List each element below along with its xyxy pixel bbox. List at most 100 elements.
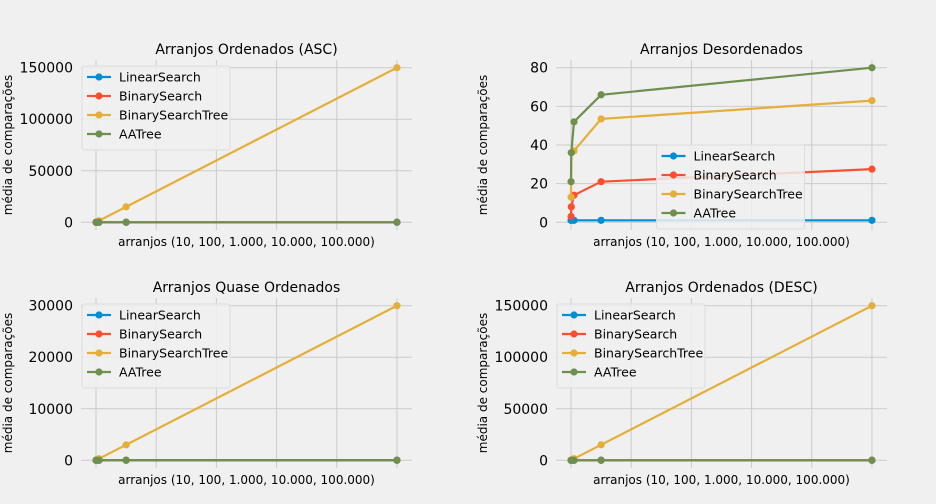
legend-label: AATree — [694, 206, 737, 221]
data-point-AATree — [570, 456, 578, 464]
y-axis-label: média de comparações — [476, 75, 490, 215]
data-point-AATree — [567, 149, 575, 157]
legend-frame — [81, 303, 231, 389]
legend-label: BinarySearchTree — [594, 346, 703, 361]
subplot-1: 0 50000 100000 150000 Arranjos Ordenados (AS… — [1, 42, 412, 249]
y-tick-label: 50000 — [503, 402, 548, 418]
chart-title: Arranjos Desordenados — [640, 42, 803, 58]
y-tick-label: 20 — [530, 177, 548, 193]
legend-label: BinarySearch — [119, 327, 202, 342]
legend-label: BinarySearch — [594, 327, 677, 342]
subplot-2: 0 20 40 60 80 Arranjos Desordenados arranjos (… — [476, 42, 887, 249]
data-point-BinarySearch — [597, 178, 605, 186]
data-point-BinarySearchTree — [868, 302, 876, 310]
y-tick-label: 0 — [539, 453, 548, 469]
legend-label: LinearSearch — [594, 308, 676, 323]
legend-marker-LinearSearch — [570, 311, 578, 319]
data-point-LinearSearch — [868, 216, 876, 224]
legend-label: BinarySearch — [119, 89, 202, 104]
legend-label: BinarySearchTree — [119, 108, 228, 123]
data-point-AATree — [122, 218, 130, 226]
data-point-BinarySearchTree — [868, 96, 876, 105]
x-axis-label: arranjos (10, 100, 1.000, 10.000, 100.00… — [118, 235, 375, 249]
y-tick-label: 30000 — [28, 299, 73, 315]
y-tick-label: 0 — [64, 215, 73, 231]
data-point-BinarySearch — [567, 212, 575, 221]
legend-frame — [556, 303, 706, 389]
x-axis-label: arranjos (10, 100, 1.000, 10.000, 100.00… — [593, 235, 850, 249]
legend-label: AATree — [119, 365, 162, 380]
y-tick-label: 10000 — [28, 402, 73, 418]
legend-marker-AATree — [95, 130, 103, 138]
chart-title: Arranjos Ordenados (DESC) — [625, 280, 817, 296]
data-point-BinarySearchTree — [122, 203, 130, 211]
legend-label: BinarySearchTree — [119, 346, 228, 361]
data-point-AATree — [393, 218, 401, 226]
y-tick-label: 150000 — [20, 61, 73, 77]
data-point-AATree — [393, 456, 401, 464]
data-point-BinarySearchTree — [393, 64, 401, 72]
data-point-BinarySearch — [567, 203, 575, 211]
data-point-BinarySearchTree — [597, 115, 605, 123]
y-axis-label: média de comparações — [1, 313, 15, 453]
data-point-BinarySearchTree — [567, 193, 575, 201]
data-point-AATree — [570, 118, 578, 126]
y-axis-label: média de comparações — [476, 313, 490, 453]
legend: LinearSearch BinarySearch BinarySearchTree… — [81, 65, 231, 151]
legend-marker-BinarySearchTree — [570, 349, 578, 357]
legend-marker-AATree — [570, 368, 578, 376]
legend-label: BinarySearch — [694, 168, 777, 183]
y-axis-label: média de comparações — [1, 75, 15, 215]
legend: LinearSearch BinarySearch BinarySearchTree… — [556, 303, 706, 389]
legend-marker-BinarySearch — [669, 171, 678, 179]
x-axis-label: arranjos (10, 100, 1.000, 10.000, 100.00… — [593, 473, 850, 487]
legend-frame — [656, 144, 805, 230]
legend-marker-BinarySearchTree — [95, 349, 103, 357]
legend-marker-BinarySearch — [95, 92, 103, 100]
legend-label: LinearSearch — [694, 149, 776, 164]
legend-label: LinearSearch — [119, 70, 201, 85]
legend-marker-AATree — [95, 368, 103, 376]
legend-label: AATree — [594, 365, 637, 380]
data-point-BinarySearchTree — [122, 441, 130, 449]
legend-marker-LinearSearch — [95, 73, 103, 81]
subplot-4: 0 50000 100000 150000 Arranjos Ordenados (DE… — [476, 280, 887, 487]
data-point-AATree — [597, 91, 605, 99]
legend-marker-LinearSearch — [95, 311, 103, 319]
legend: LinearSearch BinarySearch BinarySearchTree… — [81, 303, 231, 389]
data-point-BinarySearchTree — [597, 441, 605, 449]
data-point-AATree — [868, 64, 876, 72]
legend: LinearSearch BinarySearch BinarySearchTree… — [656, 144, 805, 230]
y-tick-label: 0 — [64, 453, 73, 469]
legend-label: BinarySearchTree — [694, 187, 803, 202]
data-point-AATree — [95, 218, 103, 226]
y-tick-label: 100000 — [20, 112, 73, 128]
legend-marker-BinarySearch — [95, 330, 103, 338]
data-point-AATree — [868, 456, 876, 464]
chart-title: Arranjos Ordenados (ASC) — [155, 42, 337, 58]
y-tick-label: 40 — [530, 138, 548, 154]
y-tick-label: 20000 — [28, 350, 73, 366]
y-tick-label: 0 — [539, 215, 548, 231]
data-point-BinarySearch — [868, 165, 876, 173]
chart-title: Arranjos Quase Ordenados — [153, 280, 341, 296]
y-tick-label: 50000 — [28, 164, 73, 180]
legend-marker-AATree — [669, 209, 678, 217]
legend-marker-LinearSearch — [669, 152, 678, 160]
data-point-AATree — [567, 178, 575, 186]
data-point-BinarySearchTree — [393, 302, 401, 310]
y-tick-label: 150000 — [495, 299, 548, 315]
data-point-AATree — [597, 456, 605, 464]
y-tick-label: 60 — [530, 99, 548, 115]
legend-label: AATree — [119, 127, 162, 142]
legend-marker-BinarySearch — [570, 330, 578, 338]
data-point-LinearSearch — [597, 216, 605, 224]
x-axis-label: arranjos (10, 100, 1.000, 10.000, 100.00… — [118, 473, 375, 487]
legend-marker-BinarySearchTree — [669, 190, 678, 198]
y-tick-label: 100000 — [495, 350, 548, 366]
subplot-3: 0 10000 20000 30000 Arranjos Quase Ordenados… — [1, 280, 412, 487]
data-point-AATree — [95, 456, 103, 464]
y-tick-label: 80 — [530, 61, 548, 77]
data-point-AATree — [122, 456, 130, 464]
